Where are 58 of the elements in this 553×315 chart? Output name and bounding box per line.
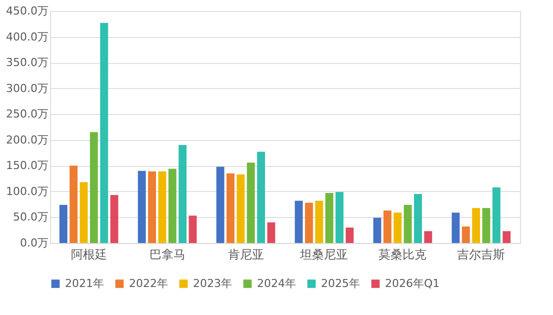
bar: [394, 212, 402, 243]
bar: [346, 228, 354, 243]
bar: [304, 202, 313, 243]
bar: [267, 222, 276, 243]
y-tick-label: 400.0万: [6, 30, 48, 44]
bar: [236, 174, 245, 243]
bar: [148, 171, 156, 243]
x-tick-label: 肯尼亚: [228, 248, 264, 262]
y-tick-label: 100.0万: [6, 184, 48, 198]
bar: [158, 171, 166, 243]
y-tick-label: 300.0万: [6, 82, 48, 95]
bar: [100, 22, 108, 243]
bar: [462, 226, 470, 243]
legend-label: 2026年Q1: [385, 276, 440, 290]
bar: [482, 208, 490, 243]
legend-label: 2021年: [65, 276, 104, 290]
x-tick-label: 吉尔吉斯: [457, 248, 506, 262]
y-tick-label: 150.0万: [6, 159, 48, 172]
y-tick-label: 50.0万: [13, 210, 48, 224]
bar: [216, 166, 224, 243]
y-tick-label: 200.0万: [6, 133, 48, 146]
bar: [168, 168, 176, 243]
bar: [178, 145, 187, 243]
bar: [325, 192, 334, 243]
bar: [294, 200, 303, 243]
y-tick-label: 350.0万: [6, 56, 48, 70]
bar: [336, 192, 344, 243]
bar: [59, 204, 68, 243]
x-tick-label: 阿根廷: [70, 248, 107, 262]
legend-label: 2022年: [129, 276, 168, 290]
bar: [414, 194, 422, 243]
bar: [138, 170, 146, 243]
bar: [315, 200, 324, 243]
bar: [373, 218, 382, 243]
bar: [70, 166, 78, 243]
y-tick-label: 450.0万: [6, 4, 48, 18]
bar: [110, 195, 118, 243]
bar: [226, 173, 234, 243]
bar: [424, 231, 432, 243]
bar: [246, 162, 255, 243]
bar: [80, 182, 88, 243]
x-tick-label: 坦桑尼亚: [299, 248, 348, 262]
bar: [188, 216, 197, 243]
bar: [383, 210, 392, 243]
y-tick-label: 250.0万: [6, 108, 48, 121]
legend-label: 2023年: [193, 276, 232, 290]
bar: [472, 208, 480, 243]
bar: [452, 212, 460, 243]
legend-label: 2025年: [321, 276, 360, 290]
x-tick-label: 巴拿马: [149, 248, 186, 262]
y-tick-label: 0.0万: [20, 236, 48, 250]
legend-label: 2024年: [257, 276, 296, 290]
bar: [404, 204, 412, 243]
bar: [90, 132, 98, 243]
bar: [492, 187, 500, 243]
bar: [502, 231, 511, 243]
x-tick-label: 莫桑比克: [378, 248, 427, 262]
bar: [257, 152, 266, 243]
